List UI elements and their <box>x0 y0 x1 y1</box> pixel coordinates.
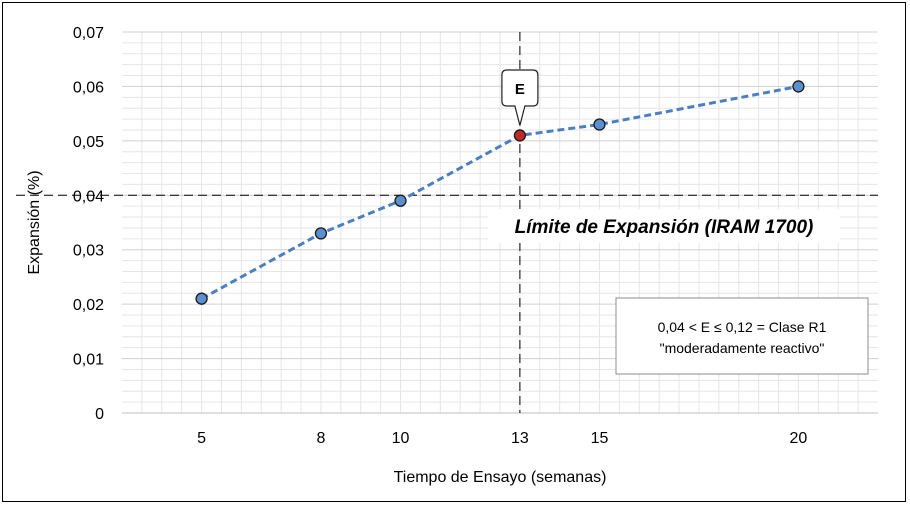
y-tick-labels: 0 0,01 0,02 0,03 0,04 0,05 0,06 0,07 <box>73 25 104 423</box>
classification-box-line1: 0,04 < E ≤ 0,12 = Clase R1 <box>658 319 827 335</box>
data-point <box>394 194 407 207</box>
data-points <box>195 80 805 305</box>
x-tick-label: 8 <box>316 430 325 447</box>
y-tick-label: 0,04 <box>73 188 104 205</box>
y-tick-label: 0,07 <box>73 25 104 42</box>
y-tick-label: 0,01 <box>73 352 104 369</box>
data-point <box>593 118 606 131</box>
limit-label-background <box>488 209 840 243</box>
y-tick-label: 0,02 <box>73 297 104 314</box>
data-point <box>314 227 328 240</box>
y-tick-label: 0,06 <box>73 79 104 96</box>
x-tick-label: 10 <box>392 430 410 447</box>
highlight-data-point <box>513 129 527 142</box>
y-tick-label: 0,03 <box>73 243 104 260</box>
y-tick-label: 0 <box>95 406 104 423</box>
callout-label: E <box>515 81 525 98</box>
data-point <box>195 292 208 305</box>
callout-e: E <box>501 69 539 126</box>
classification-box-line2: "moderadamente reactivo" <box>660 340 825 356</box>
classification-box: 0,04 < E ≤ 0,12 = Clase R1 "moderadament… <box>615 297 869 375</box>
y-axis-title: Expansión (%) <box>26 170 43 274</box>
expansion-limit-label: Límite de Expansión (IRAM 1700) <box>515 217 814 238</box>
x-tick-label: 13 <box>511 430 529 447</box>
x-tick-labels: 5 8 10 13 15 20 <box>197 430 807 447</box>
classification-box-frame <box>615 297 869 375</box>
x-tick-label: 20 <box>790 430 808 447</box>
x-tick-label: 5 <box>197 430 206 447</box>
data-point <box>792 80 805 93</box>
series-line <box>200 84 799 301</box>
x-axis-title: Tiempo de Ensayo (semanas) <box>394 469 607 486</box>
x-tick-label: 15 <box>591 430 609 447</box>
y-tick-label: 0,05 <box>73 134 104 151</box>
callout-bubble <box>501 69 539 126</box>
